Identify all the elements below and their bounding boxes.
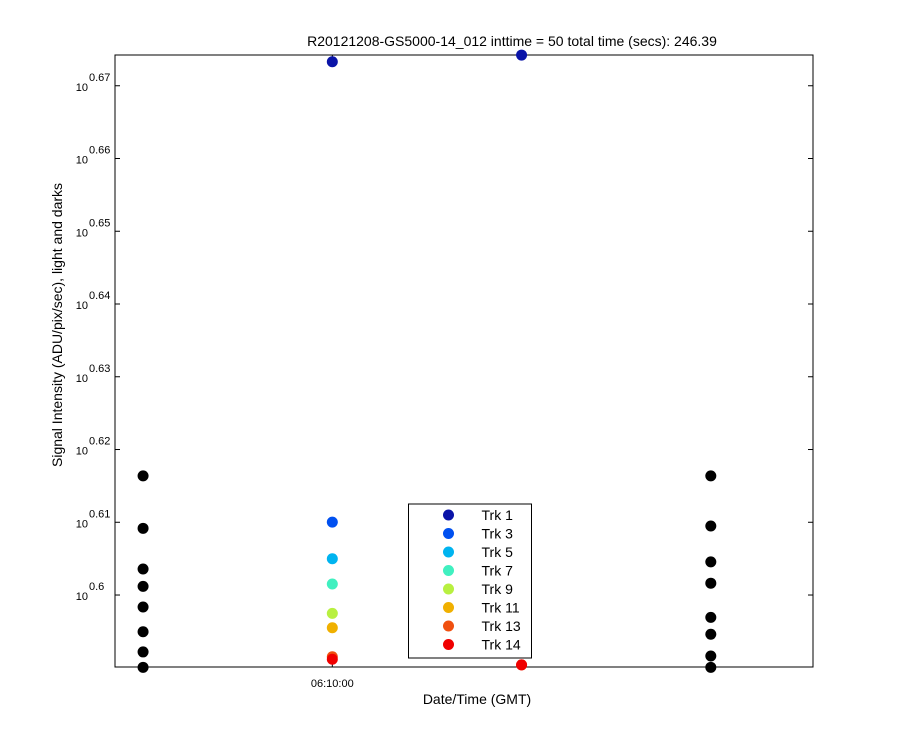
- y-tick-exponent: 0.6: [89, 581, 104, 593]
- point: [137, 661, 149, 673]
- point: [326, 553, 338, 565]
- y-tick-exponent: 0.65: [89, 217, 110, 229]
- y-tick-base: 10: [76, 82, 88, 94]
- legend-marker: [443, 565, 454, 576]
- legend: Trk 1 Trk 3 Trk 5 Trk 7 Trk 9 Trk 11 Trk 13 Trk…: [408, 503, 532, 659]
- legend-marker: [443, 546, 454, 558]
- y-tick-exponent: 0.67: [89, 72, 110, 84]
- y-tick-exponent: 0.62: [89, 436, 110, 448]
- legend-label: Trk 9: [482, 581, 514, 597]
- point: [326, 578, 338, 590]
- point: [137, 646, 149, 658]
- y-tick-base: 10: [76, 446, 88, 458]
- legend-marker: [443, 583, 454, 595]
- point: [326, 516, 338, 528]
- y-tick-base: 10: [76, 155, 88, 167]
- legend-label: Trk 13: [482, 618, 521, 634]
- point: [326, 607, 338, 619]
- point: [705, 661, 717, 673]
- point: [137, 601, 149, 613]
- point: [516, 659, 528, 671]
- legend-marker: [443, 509, 454, 521]
- y-axis-label: Signal Intensity (ADU/pix/sec), light an…: [49, 183, 65, 467]
- y-tick-base: 10: [76, 518, 88, 530]
- point: [137, 522, 149, 534]
- point: [705, 628, 717, 640]
- point: [516, 49, 528, 61]
- legend-label: Trk 5: [482, 544, 514, 560]
- legend-marker: [443, 620, 454, 632]
- point: [705, 556, 717, 568]
- y-tick-base: 10: [76, 373, 88, 385]
- point: [326, 653, 338, 665]
- legend-box: [408, 503, 532, 659]
- point: [705, 470, 717, 482]
- y-tick-exponent: 0.66: [89, 145, 110, 157]
- legend-marker: [443, 528, 454, 539]
- point: [705, 520, 717, 532]
- point: [705, 650, 717, 662]
- y-tick-exponent: 0.61: [89, 508, 110, 520]
- legend-marker: [443, 639, 454, 650]
- legend-marker: [443, 602, 454, 613]
- y-tick-exponent: 0.64: [89, 290, 110, 302]
- x-tick-label: 06:10:00: [311, 678, 354, 690]
- legend-label: Trk 7: [482, 563, 514, 579]
- y-tick-base: 10: [76, 591, 88, 603]
- point: [137, 626, 149, 638]
- point: [326, 622, 338, 634]
- point: [326, 56, 338, 68]
- chart-title: R20121208-GS5000-14_012 inttime = 50 tot…: [307, 33, 717, 49]
- point: [137, 580, 149, 592]
- legend-label: Trk 1: [482, 507, 514, 523]
- y-tick-exponent: 0.63: [89, 363, 110, 375]
- legend-label: Trk 11: [482, 600, 520, 616]
- point: [705, 577, 717, 589]
- x-axis-label: Date/Time (GMT): [423, 691, 531, 707]
- y-tick-base: 10: [76, 300, 88, 312]
- point: [705, 611, 717, 623]
- point: [137, 563, 149, 575]
- point: [137, 470, 149, 482]
- legend-label: Trk 3: [482, 526, 514, 542]
- legend-label: Trk 14: [482, 637, 521, 653]
- y-tick-base: 10: [76, 227, 88, 239]
